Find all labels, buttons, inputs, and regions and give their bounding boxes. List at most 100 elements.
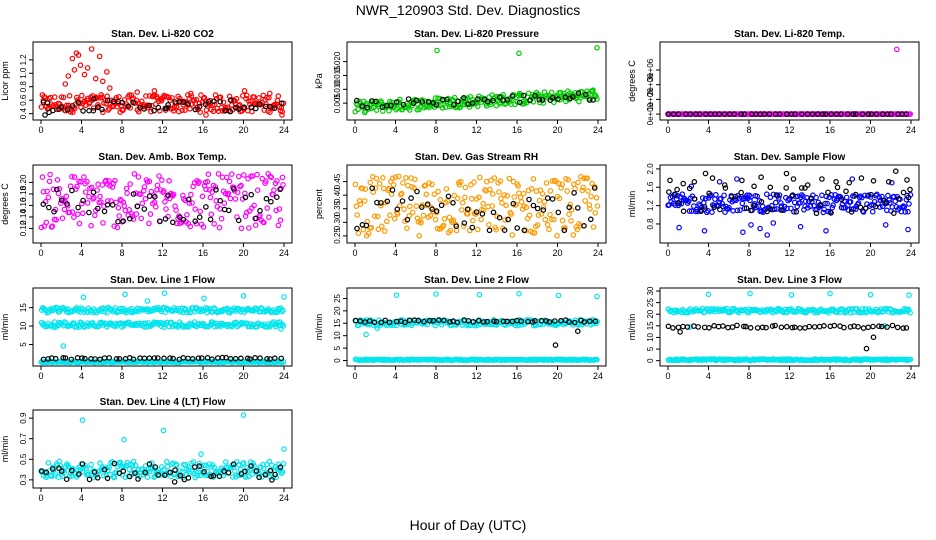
data-point: [747, 324, 754, 331]
data-point: [419, 99, 426, 105]
data-point: [251, 462, 257, 469]
x-tick-label: 20: [552, 248, 562, 258]
panel-ylabel: ml/min: [0, 314, 10, 341]
data-point: [172, 467, 178, 473]
data-point: [177, 95, 183, 102]
data-point: [825, 189, 831, 196]
data-point: [479, 211, 486, 217]
data-point: [721, 111, 728, 117]
data-point: [465, 317, 472, 324]
data-point: [251, 202, 257, 209]
data-point: [695, 324, 702, 330]
data-point: [834, 184, 841, 191]
data-point: [439, 223, 446, 230]
data-point: [534, 222, 541, 228]
data-point: [71, 174, 78, 180]
data-point: [798, 192, 805, 198]
y-tick-label: 0.16: [19, 197, 28, 213]
data-point: [518, 199, 525, 205]
data-point: [126, 92, 133, 98]
x-tick-label: 24: [593, 125, 603, 135]
data-point: [151, 355, 158, 361]
data-point: [69, 467, 75, 474]
data-point: [157, 218, 163, 225]
data-point: [822, 200, 828, 207]
data-point: [564, 188, 570, 194]
x-tick-label: 8: [433, 248, 438, 258]
data-point: [489, 203, 496, 209]
x-tick-label: 16: [512, 371, 522, 381]
data-point: [394, 206, 401, 213]
y-tick-label: 25: [646, 298, 655, 307]
y-tick-label: 15: [646, 321, 655, 330]
data-point: [451, 102, 457, 108]
data-point: [192, 206, 199, 212]
data-point: [460, 95, 467, 101]
data-point: [820, 209, 827, 216]
data-point: [213, 187, 219, 193]
x-tick-label: 0: [352, 248, 357, 258]
data-point: [400, 180, 406, 186]
outlier-point: [516, 50, 522, 57]
data-point: [402, 175, 409, 181]
data-point: [53, 217, 60, 223]
data-point: [551, 216, 557, 223]
data-point: [439, 105, 446, 111]
data-point: [496, 189, 502, 195]
data-point: [215, 108, 222, 115]
data-point: [38, 224, 45, 231]
outlier-point: [476, 291, 483, 298]
x-tick-label: 4: [79, 371, 84, 381]
data-point: [69, 187, 75, 194]
data-point: [588, 193, 595, 200]
data-point: [235, 217, 242, 224]
data-point: [687, 111, 694, 117]
outlier-point: [574, 328, 581, 335]
data-point: [821, 322, 827, 329]
data-point: [551, 318, 558, 324]
data-point: [187, 106, 193, 112]
data-point: [278, 355, 285, 362]
data-point: [69, 103, 76, 109]
data-point: [437, 197, 444, 203]
data-point: [698, 208, 704, 215]
data-point: [496, 94, 503, 101]
data-point: [504, 97, 511, 103]
data-point: [376, 180, 383, 187]
data-point: [855, 323, 861, 330]
x-tick-label: 16: [198, 125, 208, 135]
data-point: [830, 202, 836, 209]
data-point: [460, 223, 467, 229]
x-tick-label: 8: [746, 248, 751, 258]
data-point: [104, 475, 111, 482]
y-tick-label: 0.14: [19, 209, 28, 225]
data-point: [152, 193, 158, 200]
data-point: [438, 202, 445, 209]
data-point: [101, 308, 108, 315]
data-point: [144, 474, 151, 480]
data-point: [276, 206, 283, 212]
data-point: [43, 219, 50, 226]
data-point: [592, 210, 599, 216]
data-point: [738, 111, 744, 117]
y-tick-label: 0: [333, 358, 342, 363]
data-point: [514, 99, 521, 105]
data-point: [540, 207, 547, 213]
data-point: [112, 305, 119, 311]
data-point: [712, 196, 718, 202]
data-point: [382, 317, 389, 324]
data-point: [380, 175, 386, 181]
data-point: [254, 187, 261, 194]
data-point: [173, 103, 180, 110]
data-point: [392, 174, 399, 180]
outlier-point: [740, 229, 746, 236]
data-point: [509, 93, 516, 99]
data-point: [208, 211, 215, 218]
data-point: [141, 106, 147, 112]
x-tick-label: 24: [593, 371, 603, 381]
data-point: [362, 186, 369, 192]
data-point: [440, 222, 447, 229]
x-tick-label: 16: [512, 248, 522, 258]
data-point: [169, 95, 175, 101]
data-point: [748, 207, 754, 214]
